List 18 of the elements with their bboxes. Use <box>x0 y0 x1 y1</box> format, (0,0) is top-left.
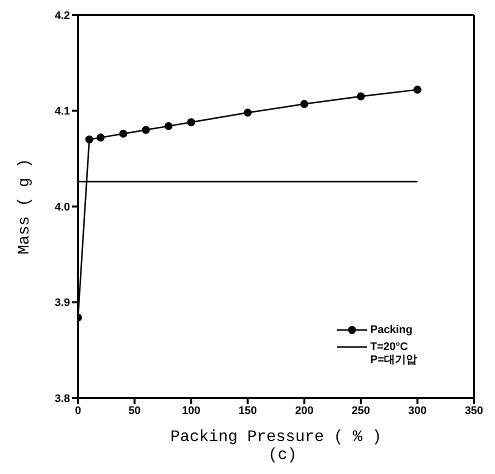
x-tick-label: 300 <box>408 404 427 417</box>
legend-label: Packing <box>370 324 412 337</box>
y-tick-label: 4.0 <box>54 201 70 214</box>
x-tick-label: 0 <box>74 404 82 417</box>
y-tick-label: 4.2 <box>54 10 70 22</box>
text: (c) <box>267 446 298 464</box>
x-tick-label: 200 <box>295 404 314 417</box>
x-tick-label: 150 <box>238 404 257 417</box>
x-tick-label: 50 <box>128 404 141 417</box>
x-tick-label: 350 <box>464 404 484 417</box>
y-tick-label: 3.9 <box>54 297 70 310</box>
legend-label: T=20°C P=대기압 <box>370 341 417 367</box>
x-tick-label: 100 <box>182 404 200 417</box>
x-axis-title: Packing Pressure ( % ) <box>170 428 382 446</box>
y-tick-label: 4.1 <box>54 106 70 118</box>
x-tick-label: 250 <box>352 404 370 417</box>
y-tick-label: 3.8 <box>54 392 70 405</box>
y-axis-title: Mass ( g ) <box>16 158 34 255</box>
